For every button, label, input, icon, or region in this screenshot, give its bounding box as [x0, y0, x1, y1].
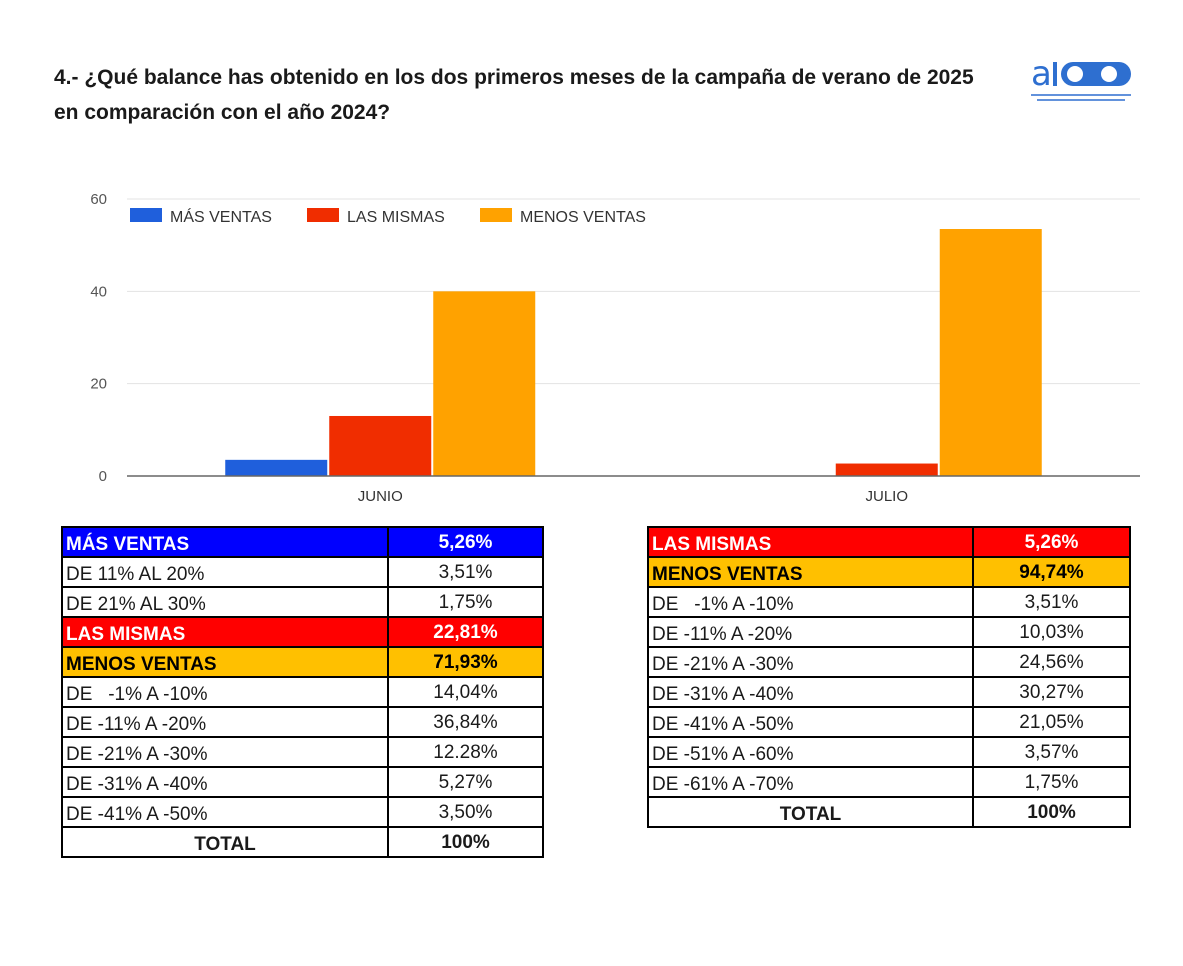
table-left: MÁS VENTAS 5,26% DE 11% AL 20% 3,51% DE 21% … [61, 526, 544, 858]
row-label: DE -51% A -60% [647, 736, 974, 768]
row-value: 12.28% [387, 736, 544, 768]
row-value: 94,74% [972, 556, 1131, 588]
table-row: DE -11% A -20% 10,03% [647, 616, 1131, 648]
table-row: LAS MISMAS 22,81% [61, 616, 544, 648]
row-label: DE -61% A -70% [647, 766, 974, 798]
logo-o-hole [1101, 66, 1117, 82]
bar [329, 415, 432, 476]
table-row: DE -31% A -40% 5,27% [61, 766, 544, 798]
table-row: DE 21% AL 30% 1,75% [61, 586, 544, 618]
row-label: DE -1% A -10% [647, 586, 974, 618]
row-value: 10,03% [972, 616, 1131, 648]
y-tick-label: 0 [99, 468, 107, 485]
logo-c-hole [1067, 66, 1083, 82]
row-label: DE -31% A -40% [61, 766, 389, 798]
table-row: MÁS VENTAS 5,26% [61, 526, 544, 558]
row-label: DE -21% A -30% [61, 736, 389, 768]
x-tick-label: JUNIO [358, 488, 403, 505]
row-value: 3,57% [972, 736, 1131, 768]
table-row: TOTAL 100% [647, 796, 1131, 828]
row-value: 3,51% [387, 556, 544, 588]
row-label: DE 11% AL 20% [61, 556, 389, 588]
table-row: DE -21% A -30% 24,56% [647, 646, 1131, 678]
row-label: MENOS VENTAS [647, 556, 974, 588]
bar [939, 229, 1042, 476]
row-label: DE -1% A -10% [61, 676, 389, 708]
row-value: 100% [387, 826, 544, 858]
row-value: 5,26% [972, 526, 1131, 558]
bar [433, 291, 536, 476]
row-value: 71,93% [387, 646, 544, 678]
table-row: TOTAL 100% [61, 826, 544, 858]
table-row: DE -41% A -50% 21,05% [647, 706, 1131, 738]
table-row: MENOS VENTAS 94,74% [647, 556, 1131, 588]
row-label: MÁS VENTAS [61, 526, 389, 558]
table-row: DE -31% A -40% 30,27% [647, 676, 1131, 708]
bar-chart: 0 20 40 60 JUNIO JULIO MÁS VENTAS LAS MISMAS MEN… [90, 191, 1140, 505]
row-label: DE -31% A -40% [647, 676, 974, 708]
row-value: 1,75% [972, 766, 1131, 798]
legend-swatch [480, 208, 512, 222]
row-label: TOTAL [647, 796, 974, 828]
bar [225, 459, 328, 476]
y-tick-label: 40 [90, 283, 107, 300]
bar [835, 463, 938, 476]
aico-logo: a [1031, 58, 1131, 101]
row-label: LAS MISMAS [647, 526, 974, 558]
row-value: 14,04% [387, 676, 544, 708]
legend-label: MENOS VENTAS [520, 209, 646, 226]
row-value: 24,56% [972, 646, 1131, 678]
row-label: LAS MISMAS [61, 616, 389, 648]
table-row: DE -41% A -50% 3,50% [61, 796, 544, 828]
table-row: DE -61% A -70% 1,75% [647, 766, 1131, 798]
table-row: DE -11% A -20% 36,84% [61, 706, 544, 738]
table-row: DE -21% A -30% 12.28% [61, 736, 544, 768]
y-tick-label: 20 [90, 376, 107, 393]
table-right: LAS MISMAS 5,26% MENOS VENTAS 94,74% DE -1% … [647, 526, 1131, 828]
page-title: 4.- ¿Qué balance has obtenido en los dos… [54, 66, 974, 124]
table-row: DE 11% AL 20% 3,51% [61, 556, 544, 588]
row-label: DE -11% A -20% [61, 706, 389, 738]
legend-label: LAS MISMAS [347, 209, 445, 226]
row-value: 3,50% [387, 796, 544, 828]
row-label: DE -41% A -50% [647, 706, 974, 738]
row-label: DE -11% A -20% [647, 616, 974, 648]
row-value: 22,81% [387, 616, 544, 648]
row-value: 21,05% [972, 706, 1131, 738]
row-label: DE -41% A -50% [61, 796, 389, 828]
row-value: 36,84% [387, 706, 544, 738]
table-row: DE -51% A -60% 3,57% [647, 736, 1131, 768]
row-value: 1,75% [387, 586, 544, 618]
y-tick-label: 60 [90, 191, 107, 208]
row-label: DE -21% A -30% [647, 646, 974, 678]
row-label: DE 21% AL 30% [61, 586, 389, 618]
legend-swatch [307, 208, 339, 222]
table-row: LAS MISMAS 5,26% [647, 526, 1131, 558]
table-row: MENOS VENTAS 71,93% [61, 646, 544, 678]
row-value: 5,26% [387, 526, 544, 558]
row-label: MENOS VENTAS [61, 646, 389, 678]
table-row: DE -1% A -10% 14,04% [61, 676, 544, 708]
logo-letter-i [1053, 62, 1057, 86]
x-tick-label: JULIO [865, 488, 908, 505]
row-value: 30,27% [972, 676, 1131, 708]
row-value: 3,51% [972, 586, 1131, 618]
row-value: 100% [972, 796, 1131, 828]
row-value: 5,27% [387, 766, 544, 798]
row-label: TOTAL [61, 826, 389, 858]
logo-letter-a: a [1031, 58, 1052, 94]
table-row: DE -1% A -10% 3,51% [647, 586, 1131, 618]
legend-label: MÁS VENTAS [170, 207, 272, 226]
legend-swatch [130, 208, 162, 222]
